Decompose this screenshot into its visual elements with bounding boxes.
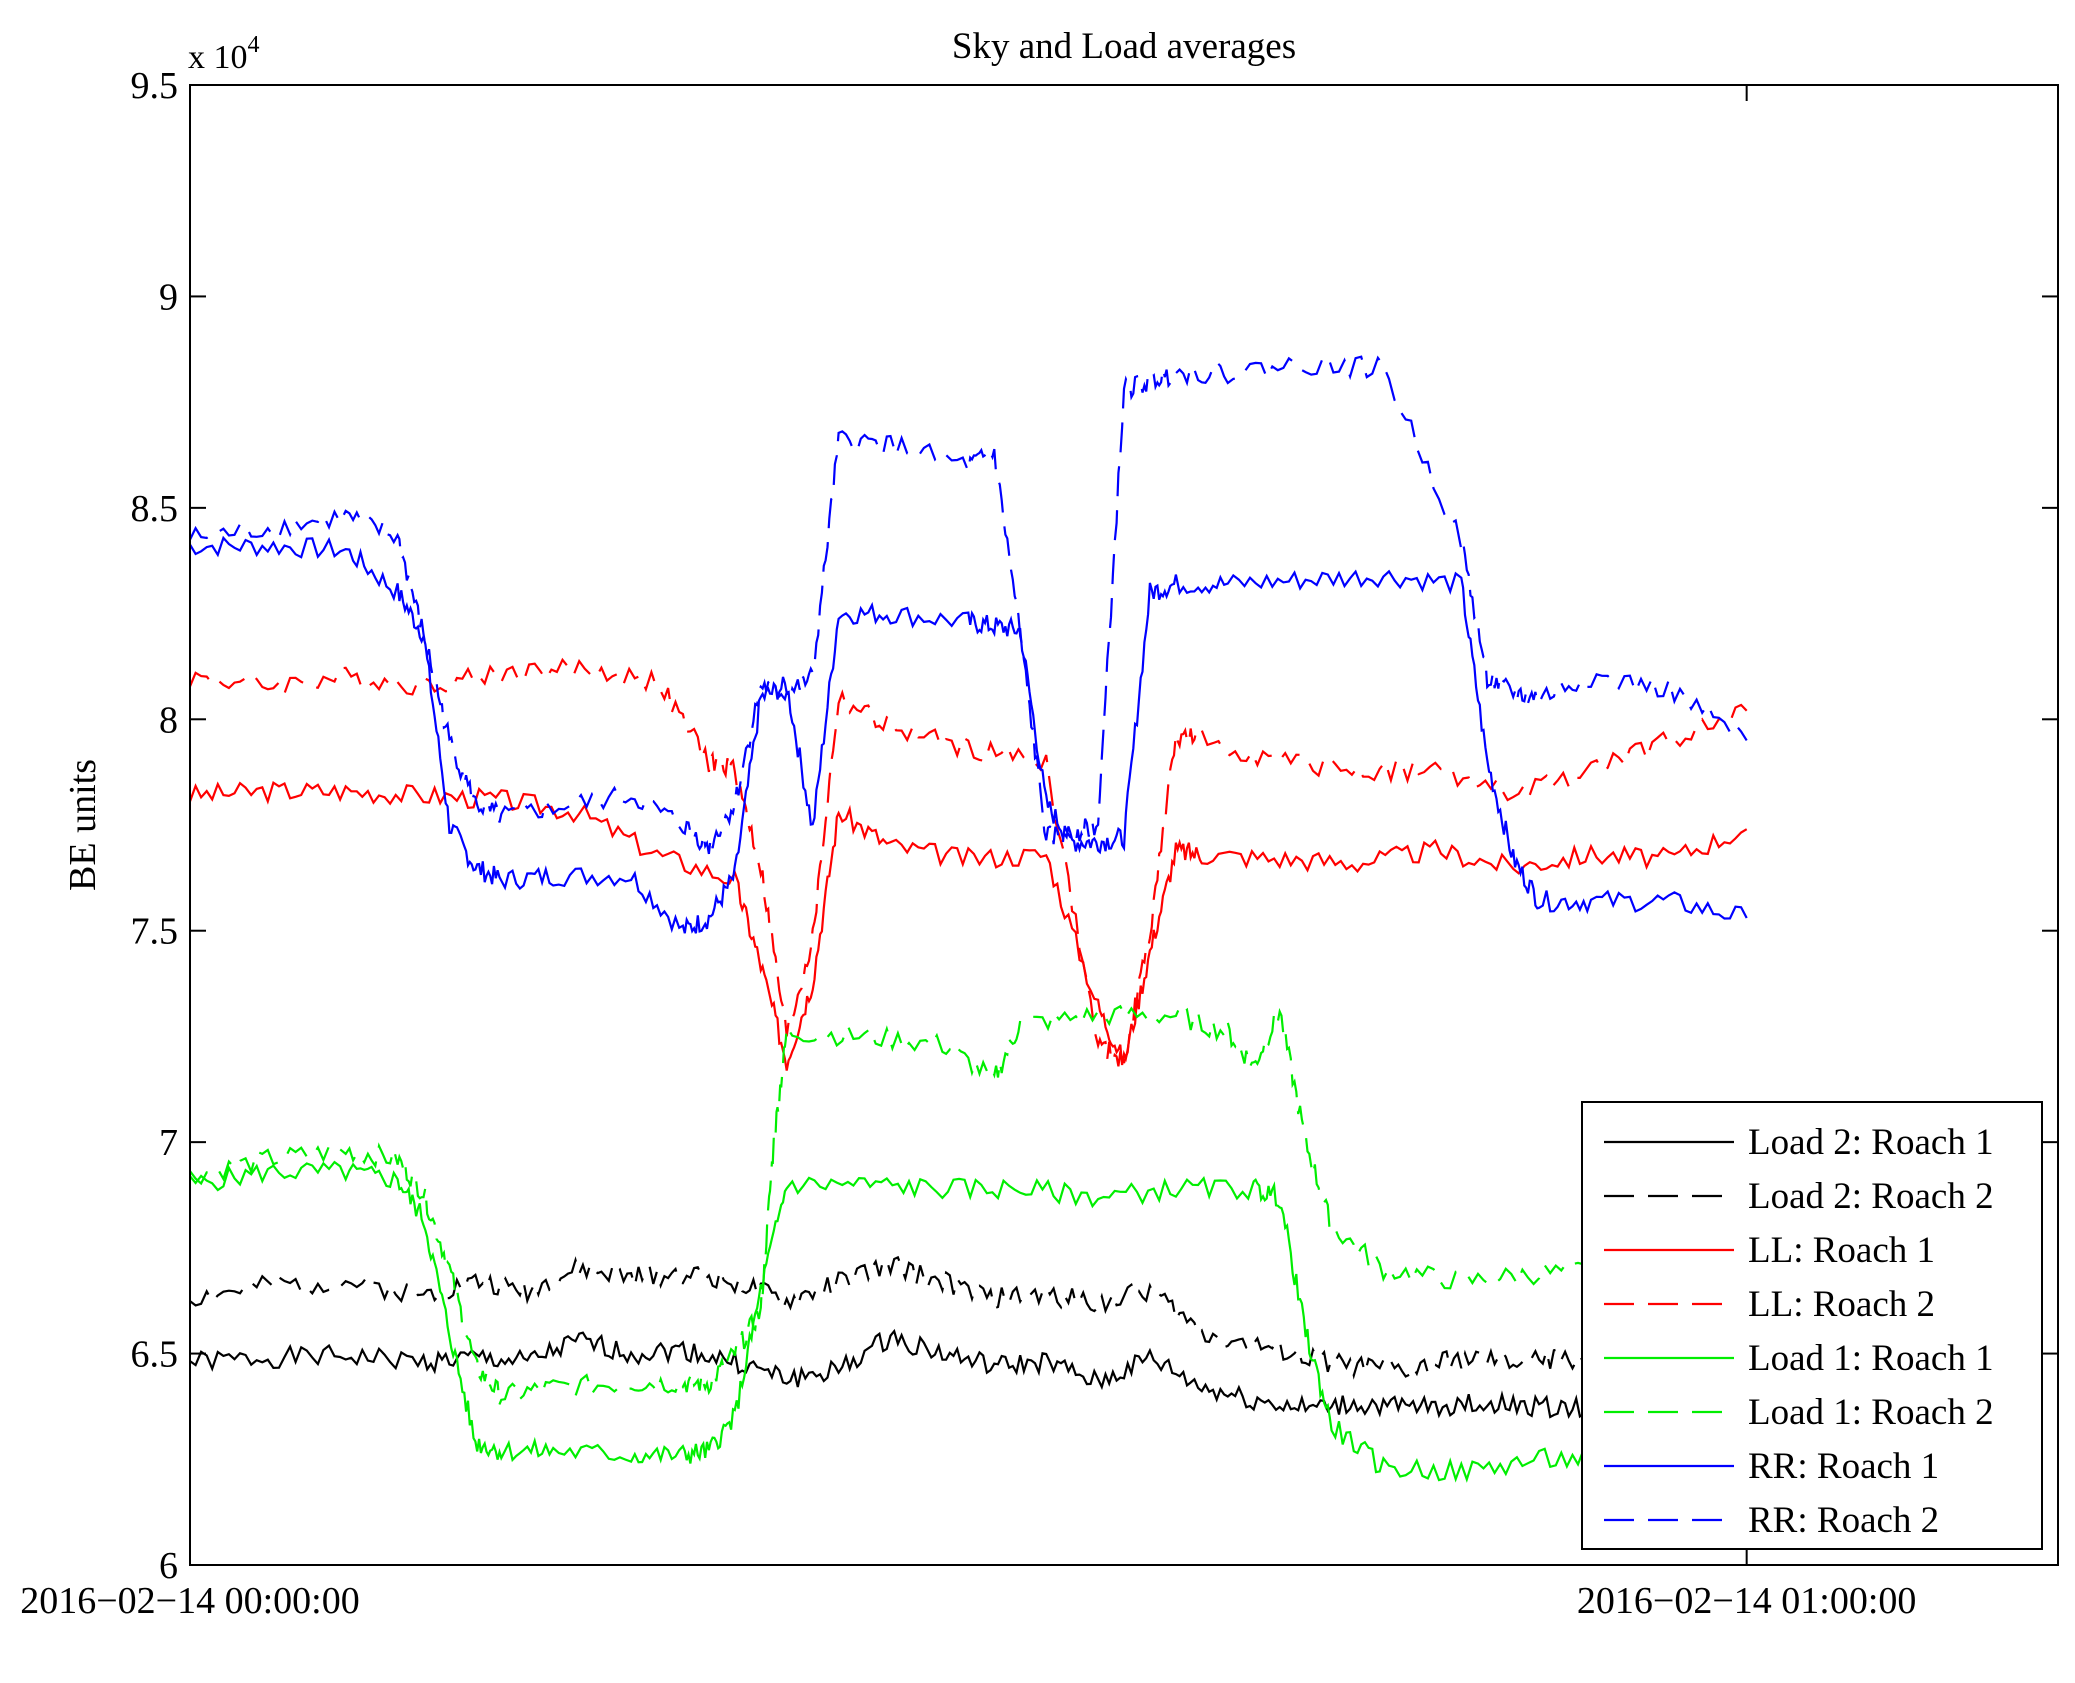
plot-frame: [189, 84, 2059, 1566]
legend-label: LL: Roach 1: [1748, 1230, 1935, 1271]
series-line-ll-roach-1: [188, 780, 1748, 1071]
series-line-ll-roach-2: [188, 657, 1748, 1067]
series-line-load-1-roach-1: [189, 1160, 1748, 1483]
legend: Load 2: Roach 1 Load 2: Roach 2 LL: Roach …: [1581, 1101, 2043, 1550]
x-tick-label: 2016−02−14 00:00:00: [20, 1580, 359, 1622]
legend-entry: RR: Roach 1: [1604, 1446, 1939, 1487]
legend-label: Load 2: Roach 1: [1748, 1122, 1994, 1163]
y-tick-label: 7: [159, 1122, 178, 1164]
y-tick-label: 9: [159, 276, 178, 318]
legend-label: Load 2: Roach 2: [1748, 1176, 1994, 1217]
y-axis-multiplier-exponent: 4: [248, 32, 260, 58]
legend-label: LL: Roach 2: [1748, 1284, 1935, 1325]
legend-entry: LL: Roach 1: [1604, 1230, 1935, 1271]
series-line-load-2-roach-1: [189, 1328, 1748, 1419]
y-tick-label: 6.5: [131, 1334, 179, 1376]
y-tick-label: 6: [159, 1545, 178, 1587]
legend-label: RR: Roach 1: [1748, 1446, 1939, 1487]
y-tick-label: 7.5: [131, 911, 179, 953]
series-line-rr-roach-2: [189, 354, 1748, 855]
legend-entry: Load 1: Roach 2: [1604, 1392, 1994, 1433]
legend-label: Load 1: Roach 1: [1748, 1338, 1994, 1379]
y-tick-label: 8: [159, 699, 178, 741]
y-axis-multiplier: x 104: [188, 32, 260, 76]
y-tick-label: 9.5: [131, 65, 179, 107]
axes: 6 6.5 7 7.5 8 8.5 9 9.5 2016−02−14 00:00:00 2016−…: [20, 65, 2059, 1622]
legend-entry: RR: Roach 2: [1604, 1500, 1939, 1541]
legend-label: RR: Roach 2: [1748, 1500, 1939, 1541]
series-layer: [188, 354, 1748, 1483]
y-axis-label: BE units: [62, 759, 104, 891]
legend-label: Load 1: Roach 2: [1748, 1392, 1994, 1433]
legend-box: [1581, 1101, 2043, 1550]
legend-entry: Load 2: Roach 1: [1604, 1122, 1994, 1163]
chart-title: Sky and Load averages: [952, 26, 1296, 67]
series-line-load-1-roach-2: [189, 1004, 1748, 1405]
series-line-rr-roach-1: [189, 535, 1748, 934]
x-tick-label: 2016−02−14 01:00:00: [1577, 1580, 1916, 1622]
series-line-load-2-roach-2: [189, 1255, 1748, 1380]
y-axis-multiplier-base: x 10: [188, 39, 248, 76]
y-tick-label: 8.5: [131, 488, 179, 530]
legend-entry: Load 2: Roach 2: [1604, 1176, 1994, 1217]
legend-entry: Load 1: Roach 1: [1604, 1338, 1994, 1379]
legend-entry: LL: Roach 2: [1604, 1284, 1935, 1325]
